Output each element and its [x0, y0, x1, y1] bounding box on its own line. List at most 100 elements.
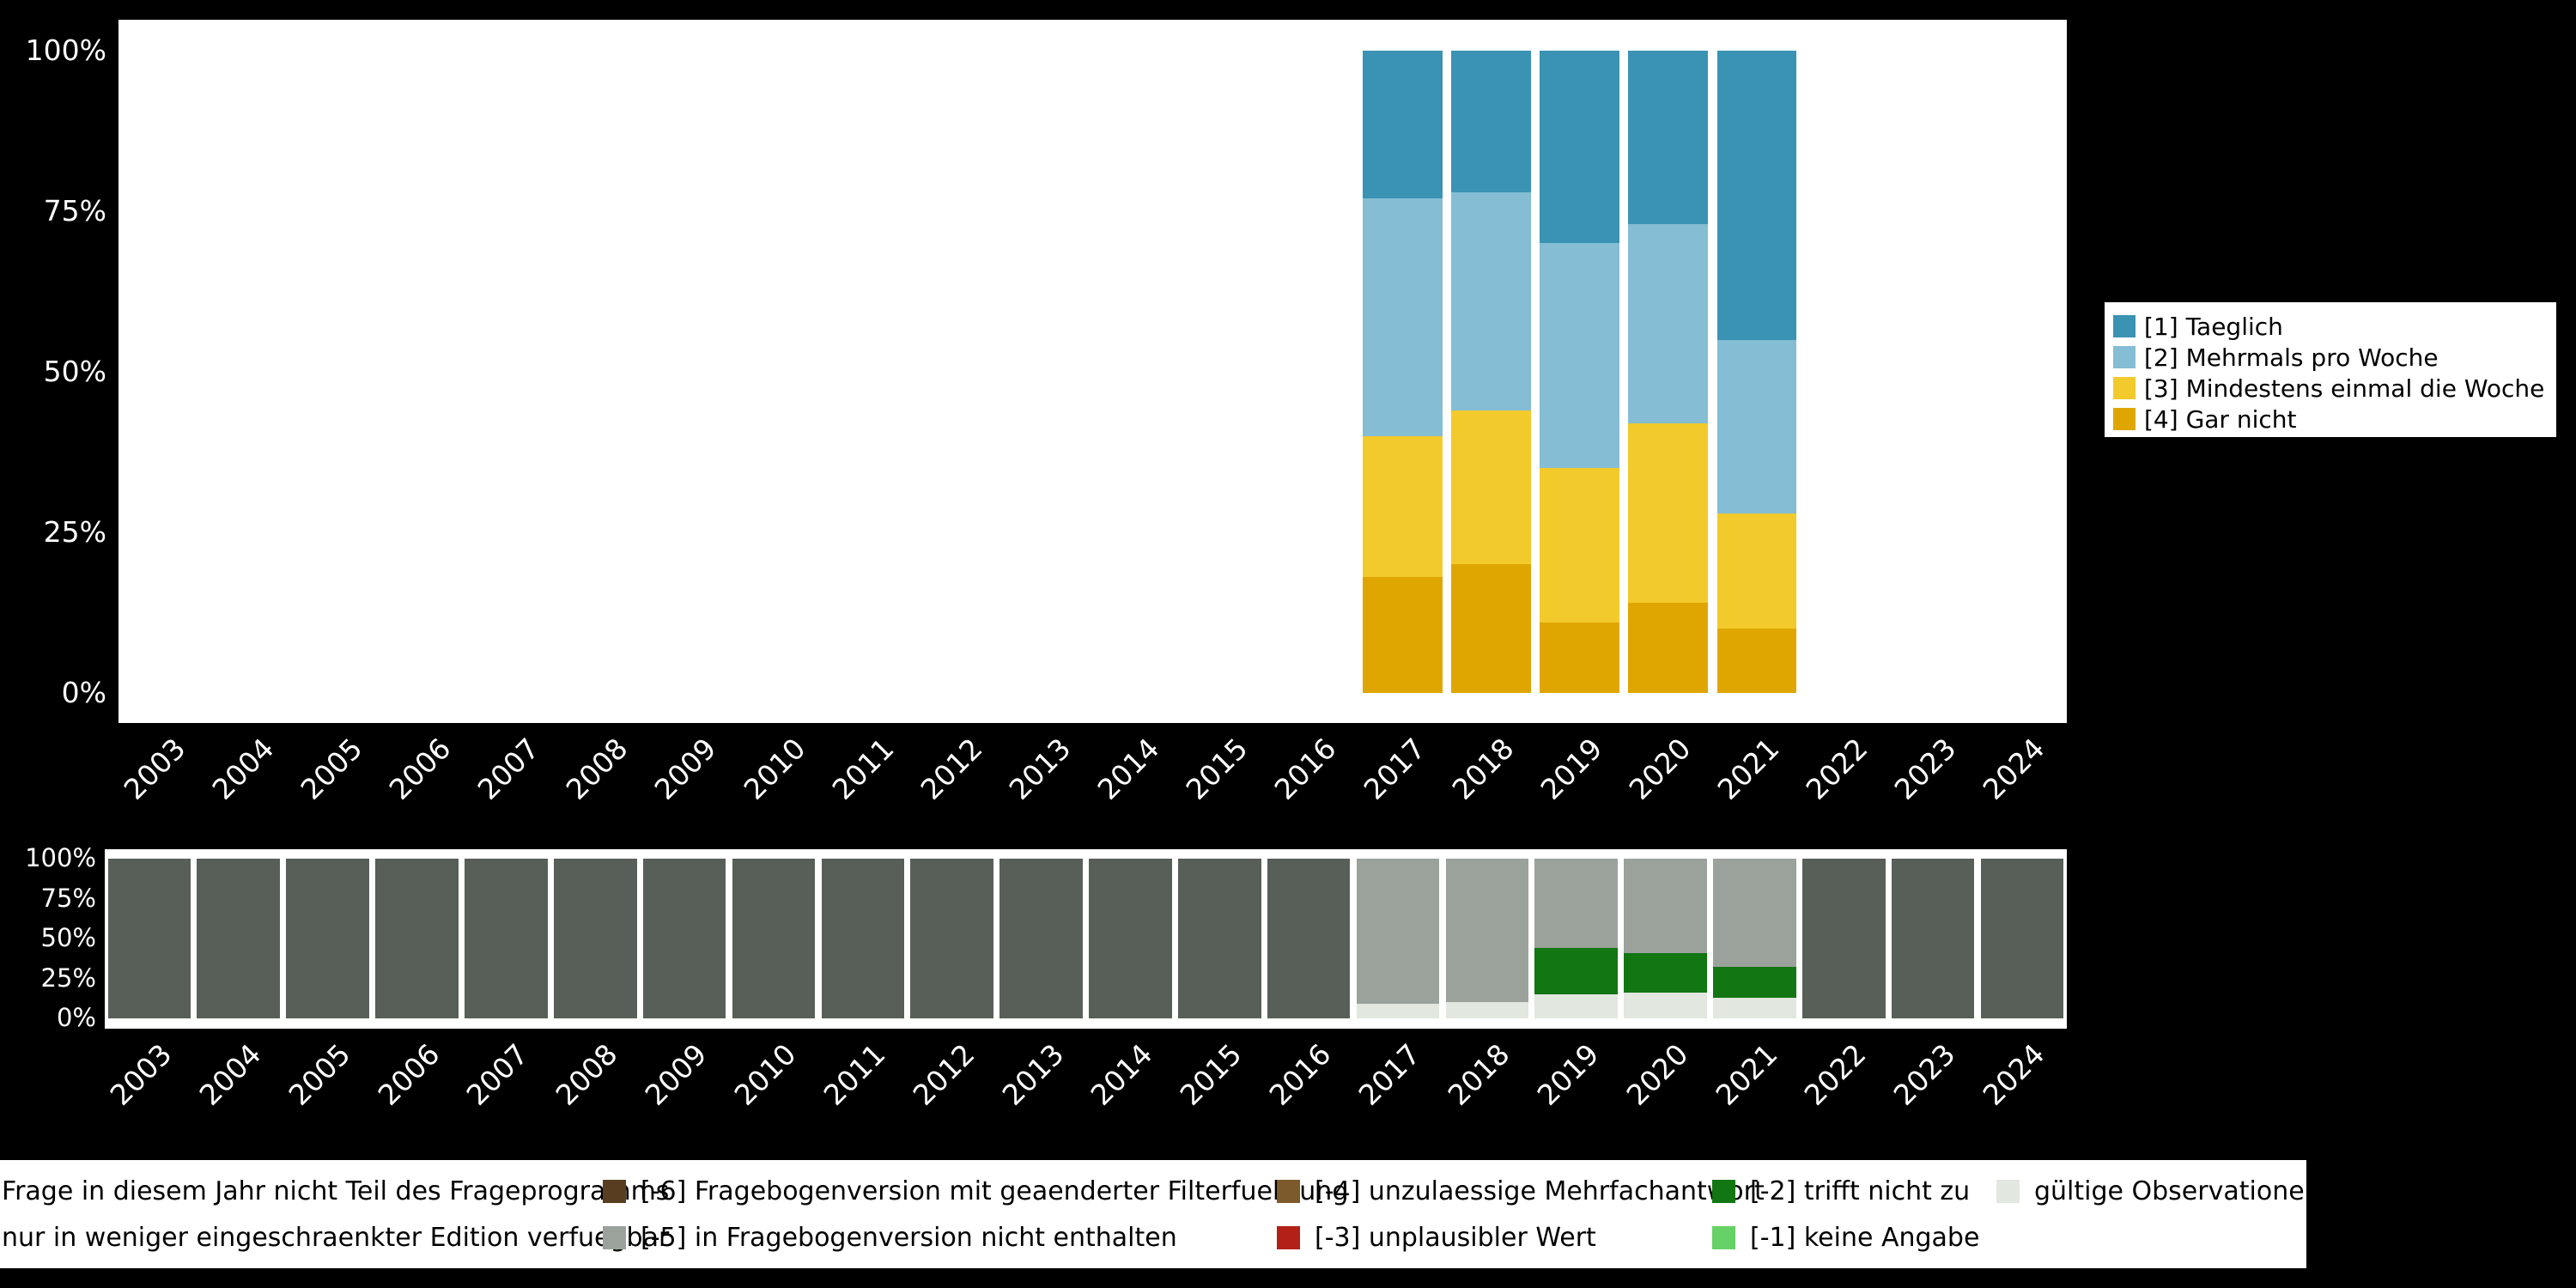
y-tick-label: 50% [43, 355, 106, 388]
x-tick-label: 2004 [192, 1037, 268, 1112]
legend-item: [-4] unzulaessige Mehrfachantwort [1277, 1176, 1765, 1206]
legend-swatch [1277, 1225, 1300, 1249]
x-tick-label: 2020 [1619, 1037, 1695, 1112]
bar-segment [1451, 410, 1531, 565]
x-tick-label: 2007 [460, 1037, 535, 1112]
legend-swatch [1712, 1225, 1735, 1249]
legend-label: Frage in diesem Jahr nicht Teil des Frag… [2, 1176, 670, 1206]
legend-label: [-5] in Fragebogenversion nicht enthalte… [641, 1222, 1177, 1253]
legend-item: nur in weniger eingeschraenkter Edition … [0, 1222, 669, 1253]
x-tick-label: 2019 [1530, 1037, 1606, 1112]
bar-segment [1451, 51, 1531, 192]
legend-swatch [603, 1179, 626, 1203]
legend-swatch [1996, 1179, 2020, 1203]
legend-item: [2] Mehrmals pro Woche [2105, 342, 2556, 373]
bar-segment [1540, 622, 1620, 693]
bar-segment [1624, 952, 1707, 993]
bar-segment [1624, 859, 1707, 953]
bar-segment [1451, 191, 1531, 410]
bar-segment [1363, 51, 1443, 199]
x-tick-label: 2018 [1441, 1037, 1516, 1112]
x-tick-label: 2023 [1886, 1037, 1962, 1112]
x-tick-label: 2006 [371, 1037, 447, 1112]
legend-label: [-4] unzulaessige Mehrfachantwort [1315, 1176, 1765, 1206]
x-tick-label: 2007 [471, 732, 546, 806]
bar-segment [1716, 629, 1797, 693]
bar-segment [1802, 859, 1886, 1018]
y-tick-label: 25% [40, 963, 96, 993]
x-tick-label: 2009 [638, 1037, 714, 1112]
legend-swatch [2113, 377, 2136, 399]
x-tick-label: 2021 [1709, 1037, 1784, 1112]
x-tick-label: 2022 [1799, 732, 1874, 806]
legend-swatch [2113, 408, 2136, 430]
legend-label: [4] Gar nicht [2144, 404, 2297, 434]
bar-segment [1445, 859, 1529, 1003]
bar-segment [642, 859, 726, 1018]
x-tick-label: 2019 [1534, 732, 1609, 806]
bar-segment [1267, 859, 1351, 1018]
legend-label: [-3] unplausibler Wert [1315, 1222, 1596, 1253]
x-tick-label: 2011 [817, 1037, 892, 1112]
y-tick-label: 50% [40, 923, 96, 952]
legend-item: [1] Taeglich [2105, 311, 2556, 342]
bar-segment [553, 859, 637, 1018]
x-tick-label: 2016 [1267, 732, 1343, 806]
legend-label: [-2] trifft nicht zu [1750, 1176, 1971, 1206]
bar-segment [1540, 243, 1620, 469]
bar-segment [1891, 859, 1975, 1018]
bar-segment [1363, 198, 1443, 436]
x-tick-label: 2005 [282, 1037, 357, 1112]
legend-swatch [603, 1225, 626, 1249]
frequency-chart-plot-area [118, 20, 2067, 723]
bar-segment [1451, 564, 1531, 693]
legend-swatch [2113, 315, 2136, 337]
bar-segment [1089, 859, 1172, 1018]
x-tick-label: 2023 [1887, 732, 1963, 806]
x-tick-label: 2014 [1091, 732, 1166, 806]
x-tick-label: 2024 [1976, 1037, 2051, 1112]
y-tick-label: 0% [61, 676, 106, 709]
legend-label: gültige Observationen [2034, 1176, 2306, 1206]
bar-segment [1713, 997, 1796, 1018]
legend-swatch [2113, 346, 2136, 368]
bar-segment [999, 859, 1083, 1018]
x-tick-label: 2012 [914, 732, 989, 806]
bar-segment [1628, 603, 1709, 693]
legend-item: [-3] unplausibler Wert [1277, 1222, 1596, 1253]
x-tick-label: 2017 [1352, 1037, 1427, 1112]
x-tick-label: 2003 [103, 1037, 179, 1112]
bar-segment [465, 859, 548, 1018]
legend-label: [-1] keine Angabe [1750, 1222, 1980, 1253]
y-tick-label: 100% [25, 33, 106, 67]
y-tick-label: 75% [43, 194, 106, 228]
x-tick-label: 2012 [906, 1037, 981, 1112]
bar-segment [1713, 859, 1796, 968]
missing-chart-plot-area [105, 849, 2067, 1029]
x-tick-label: 2010 [727, 1037, 803, 1112]
x-tick-label: 2008 [559, 732, 635, 806]
x-tick-label: 2010 [737, 732, 812, 806]
legend-label: [1] Taeglich [2144, 312, 2283, 341]
legend-swatch [1277, 1179, 1300, 1203]
x-tick-label: 2016 [1262, 1037, 1338, 1112]
bar-segment [732, 859, 816, 1018]
legend-swatch [1712, 1179, 1735, 1203]
x-tick-label: 2015 [1173, 1037, 1249, 1112]
x-tick-label: 2009 [648, 732, 723, 806]
x-tick-label: 2013 [1002, 732, 1078, 806]
x-tick-label: 2014 [1084, 1037, 1160, 1112]
y-tick-label: 0% [56, 1003, 96, 1032]
legend-label: [2] Mehrmals pro Woche [2144, 343, 2439, 372]
bar-segment [1534, 948, 1619, 995]
bar-segment [1980, 859, 2064, 1018]
legend-item: [-2] trifft nicht zu [1712, 1176, 1970, 1206]
bar-segment [197, 859, 281, 1018]
legend-item: [4] Gar nicht [2105, 404, 2556, 434]
y-tick-label: 100% [25, 843, 96, 872]
y-tick-label: 75% [40, 883, 96, 913]
x-tick-label: 2018 [1445, 732, 1521, 806]
bar-segment [1363, 435, 1443, 578]
bar-segment [1716, 339, 1797, 513]
